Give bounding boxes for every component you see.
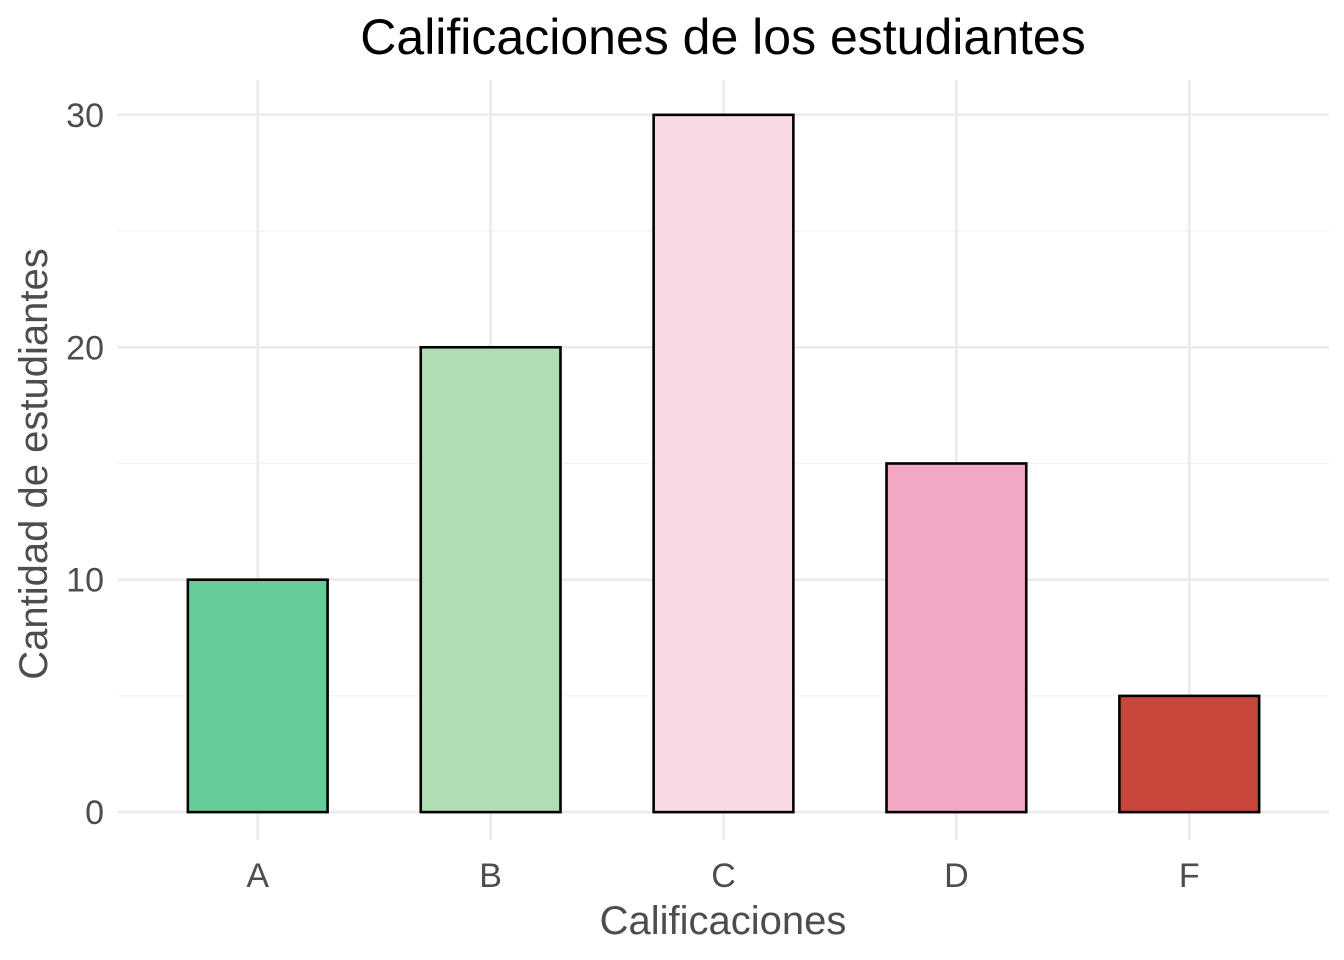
y-tick-label: 0 [85,794,104,832]
x-tick-label: D [944,857,969,895]
chart-title: Calificaciones de los estudiantes [360,9,1085,65]
x-axis-title: Calificaciones [600,899,847,943]
x-tick-label: A [246,857,269,895]
bar-f [1118,694,1261,814]
bars [186,113,1261,814]
y-tick-label: 30 [66,97,104,135]
y-axis-title: Cantidad de estudiantes [12,248,56,679]
y-tick-label: 10 [66,562,104,600]
bar-c [652,113,795,814]
bar-d [885,462,1028,814]
y-tick-label: 20 [66,329,104,367]
x-tick-label: C [711,857,736,895]
y-axis-ticks: 0 10 20 30 [66,97,104,832]
x-tick-label: F [1179,857,1200,895]
bar-b [419,345,562,814]
x-tick-label: B [479,857,502,895]
bar-a [186,578,329,814]
